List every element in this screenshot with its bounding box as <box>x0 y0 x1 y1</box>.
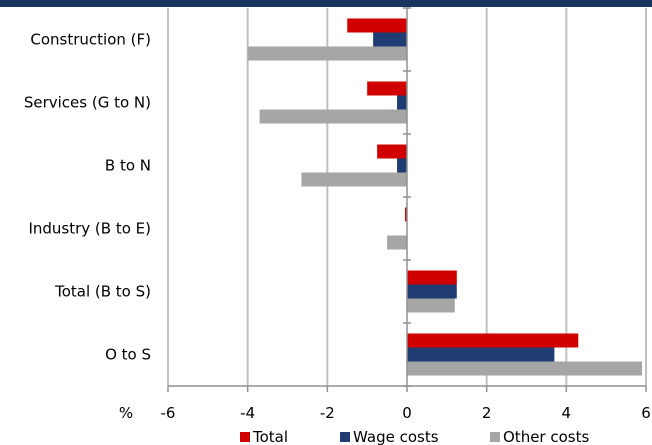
category-label: Construction (F) <box>30 31 151 49</box>
x-tick-label: -4 <box>240 404 255 422</box>
category-label: Industry (B to E) <box>28 220 151 238</box>
bar-other-costs <box>407 298 455 313</box>
legend-swatch <box>490 432 500 442</box>
x-tick-label: 6 <box>641 404 651 422</box>
axes <box>167 7 647 392</box>
bar-other-costs <box>247 46 407 61</box>
legend-label: Total <box>252 428 288 445</box>
legend-swatch <box>340 432 350 442</box>
x-tick-label: -6 <box>161 404 176 422</box>
category-labels: Construction (F) Services (G to N) B to N I… <box>24 31 151 364</box>
x-tick-label: 0 <box>402 404 412 422</box>
bar-total <box>407 270 457 285</box>
bar-total <box>405 207 407 222</box>
legend-label: Wage costs <box>353 428 439 445</box>
category-label: B to N <box>105 157 151 175</box>
x-unit-label: % <box>119 404 133 422</box>
bar-other-costs <box>259 109 407 124</box>
category-label: O to S <box>105 346 151 364</box>
x-tick-labels: -6 -4 -2 0 2 4 6 <box>161 404 651 422</box>
header-band <box>0 0 652 7</box>
legend-label: Other costs <box>503 428 589 445</box>
bar-total <box>377 144 407 159</box>
bar-wage-costs <box>397 158 407 173</box>
x-tick-label: 4 <box>562 404 572 422</box>
legend-swatch <box>240 432 250 442</box>
bar-other-costs <box>387 235 407 250</box>
x-tick-label: 2 <box>482 404 492 422</box>
bar-total <box>407 333 579 348</box>
category-label: Total (B to S) <box>54 283 151 301</box>
category-label: Services (G to N) <box>24 94 151 112</box>
bar-other-costs <box>301 172 407 187</box>
bar-wage-costs <box>407 347 555 362</box>
gridlines <box>167 8 647 386</box>
bar-wage-costs <box>407 284 457 299</box>
bar-wage-costs <box>397 95 407 110</box>
x-tick-label: -2 <box>320 404 335 422</box>
bar-other-costs <box>407 361 643 376</box>
bar-total <box>367 81 407 96</box>
bar-wage-costs <box>373 32 407 47</box>
bars <box>247 18 643 376</box>
legend: Total Wage costs Other costs <box>240 428 589 445</box>
bar-total <box>347 18 407 33</box>
